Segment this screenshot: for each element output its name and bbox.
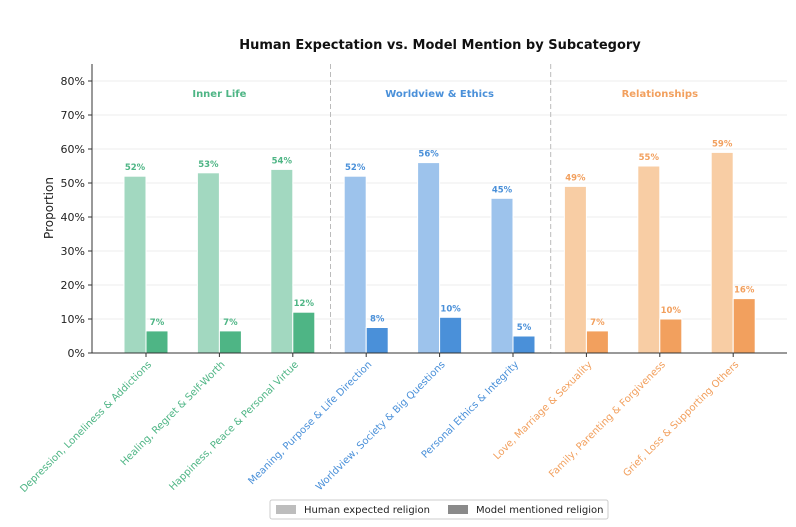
group-label: Relationships [622,89,699,100]
bar-model-mentioned [439,316,463,354]
chart-title: Human Expectation vs. Model Mention by S… [239,38,641,53]
bar-value-label: 49% [565,173,586,183]
bar-human-expected [196,172,220,354]
y-tick-label: 50% [61,177,85,190]
bar-value-label: 7% [150,318,165,328]
bar-human-expected [343,175,367,354]
bars [123,151,756,354]
bar-model-mentioned [218,330,242,354]
bar-value-label: 10% [440,304,461,314]
legend-label-model: Model mentioned religion [476,505,603,516]
bar-model-mentioned [292,311,316,354]
bar-value-label: 56% [418,150,439,160]
group-separators [330,64,552,353]
x-category-label: Depression, Loneliness & Addictions [18,359,154,495]
legend-label-human: Human expected religion [304,505,430,516]
legend-swatch-human [276,505,296,514]
y-tick-label: 60% [61,143,85,156]
bar-model-mentioned [512,335,536,354]
bar-value-label: 16% [734,286,755,296]
y-ticks: 0% 10% 20% 30% 40% 50% 60% 70% 80% [61,75,92,360]
group-label: Worldview & Ethics [385,89,494,100]
bar-value-label: 52% [125,163,146,173]
y-tick-label: 40% [61,211,85,224]
y-tick-label: 30% [61,245,85,258]
bar-human-expected [637,165,661,354]
x-category-label: Grief, Loss & Supporting Others [621,359,741,479]
bar-human-expected [710,151,734,354]
bar-value-label: 52% [345,163,366,173]
bar-value-label: 7% [590,318,605,328]
group-label: Inner Life [192,89,246,100]
y-tick-label: 10% [61,313,85,326]
legend-frame [269,499,609,520]
y-tick-label: 70% [61,109,85,122]
y-tick-label: 80% [61,75,85,88]
y-tick-label: 0% [68,347,85,360]
bar-value-label: 12% [294,299,315,309]
bar-value-label: 10% [661,306,682,316]
legend: Human expected religion Model mentioned … [269,499,609,520]
bar-value-label: 8% [370,315,385,325]
bar-model-mentioned [585,330,609,354]
bar-value-label: 7% [223,318,238,328]
bar-value-label: 45% [492,185,513,195]
bar-human-expected [417,162,441,354]
x-category-labels: Depression, Loneliness & AddictionsHeali… [18,353,741,495]
x-category-label: Meaning, Purpose & Life Direction [247,359,375,487]
bar-human-expected [270,168,294,354]
x-category-label: Family, Parenting & Forgiveness [547,359,668,480]
y-axis-label: Proportion [42,177,56,239]
group-labels: Inner Life Worldview & Ethics Relationship… [192,89,698,100]
bar-model-mentioned [145,330,169,354]
bar-model-mentioned [732,298,756,354]
value-labels: 52% 7% 53% 7% 54% 12% 52% 8% 56% 10% 45% 5% 49% 7% 55%… [125,139,755,333]
bar-human-expected [123,175,147,354]
x-category-label: Worldview, Society & Big Questions [314,359,448,493]
legend-swatch-model [448,505,468,514]
bar-human-expected [563,185,587,354]
x-category-label: Happiness, Peace & Personal Virtue [167,359,300,492]
bar-model-mentioned [659,318,683,354]
bar-value-label: 5% [517,323,532,333]
bar-model-mentioned [365,327,389,354]
bar-value-label: 53% [198,160,219,170]
bar-human-expected [490,197,514,354]
bar-value-label: 59% [712,139,733,149]
y-tick-label: 20% [61,279,85,292]
bar-value-label: 54% [272,156,293,166]
bar-value-label: 55% [639,153,660,163]
